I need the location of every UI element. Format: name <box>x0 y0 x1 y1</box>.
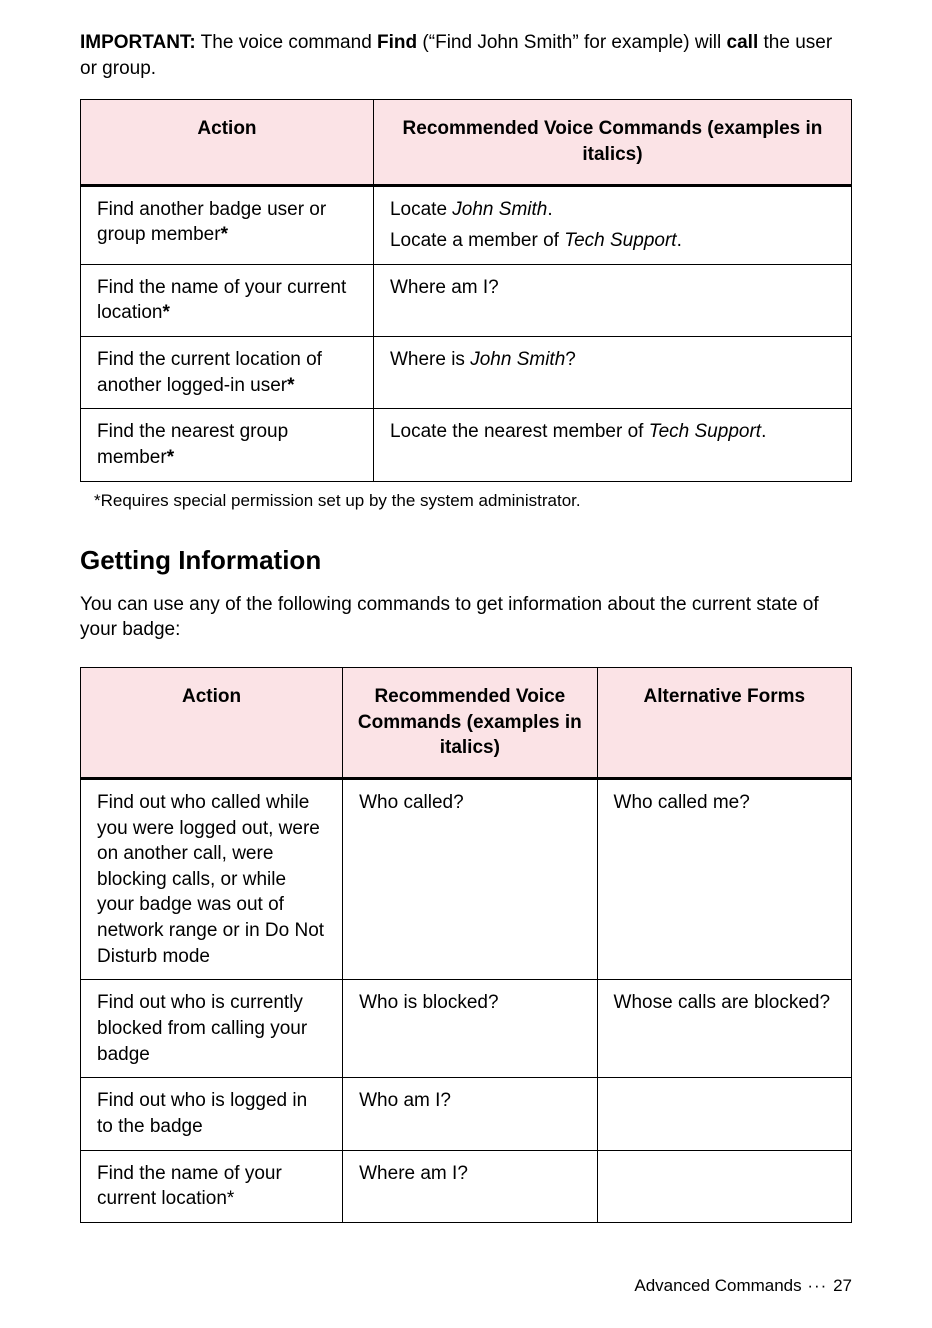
action-cell: Find the current location of another log… <box>81 337 374 409</box>
page-footer: Advanced Commands ··· 27 <box>80 1275 852 1298</box>
table-header-action: Action <box>81 668 343 779</box>
important-paragraph: IMPORTANT: The voice command Find (“Find… <box>80 30 852 81</box>
recommended-cell: Where is John Smith? <box>373 337 851 409</box>
table-row: Find another badge user or group member*… <box>81 185 852 264</box>
alternative-cell <box>597 1078 851 1150</box>
action-cell: Find the name of your current location* <box>81 1150 343 1222</box>
action-cell: Find the nearest group member* <box>81 409 374 481</box>
action-cell: Find the name of your current location* <box>81 264 374 336</box>
info-commands-table: Action Recommended Voice Commands (examp… <box>80 667 852 1223</box>
alternative-cell: Whose calls are blocked? <box>597 980 851 1078</box>
recommended-cell: Where am I? <box>343 1150 597 1222</box>
table-row: Find the name of your current location* … <box>81 264 852 336</box>
footer-separator: ··· <box>802 1276 833 1295</box>
important-label: IMPORTANT: <box>80 32 196 53</box>
recommended-cell: Where am I? <box>373 264 851 336</box>
recommended-cell: Who am I? <box>343 1078 597 1150</box>
locate-commands-table: Action Recommended Voice Commands (examp… <box>80 99 852 481</box>
table-header-recommended: Recommended Voice Commands (examples in … <box>343 668 597 779</box>
recommended-cell: Who is blocked? <box>343 980 597 1078</box>
action-cell: Find out who is currently blocked from c… <box>81 980 343 1078</box>
call-word: call <box>727 32 759 53</box>
recommended-cell: Locate John Smith. Locate a member of Te… <box>373 185 851 264</box>
section-heading: Getting Information <box>80 543 852 578</box>
table-row: Find out who called while you were logge… <box>81 778 852 979</box>
table-row: Find the current location of another log… <box>81 337 852 409</box>
alternative-cell <box>597 1150 851 1222</box>
action-cell: Find another badge user or group member* <box>81 185 374 264</box>
section-intro-paragraph: You can use any of the following command… <box>80 592 852 643</box>
table-footnote: *Requires special permission set up by t… <box>94 490 852 513</box>
alternative-cell: Who called me? <box>597 778 851 979</box>
table-header-action: Action <box>81 100 374 185</box>
table-row: Find the name of your current location* … <box>81 1150 852 1222</box>
table-row: Find out who is currently blocked from c… <box>81 980 852 1078</box>
action-cell: Find out who is logged in to the badge <box>81 1078 343 1150</box>
action-cell: Find out who called while you were logge… <box>81 778 343 979</box>
table-row: Find out who is logged in to the badge W… <box>81 1078 852 1150</box>
table-header-recommended: Recommended Voice Commands (examples in … <box>373 100 851 185</box>
footer-page-number: 27 <box>833 1276 852 1295</box>
table-header-alternative: Alternative Forms <box>597 668 851 779</box>
table-row: Find the nearest group member* Locate th… <box>81 409 852 481</box>
recommended-cell: Locate the nearest member of Tech Suppor… <box>373 409 851 481</box>
footer-section: Advanced Commands <box>634 1276 801 1295</box>
find-command-word: Find <box>377 32 417 53</box>
recommended-cell: Who called? <box>343 778 597 979</box>
